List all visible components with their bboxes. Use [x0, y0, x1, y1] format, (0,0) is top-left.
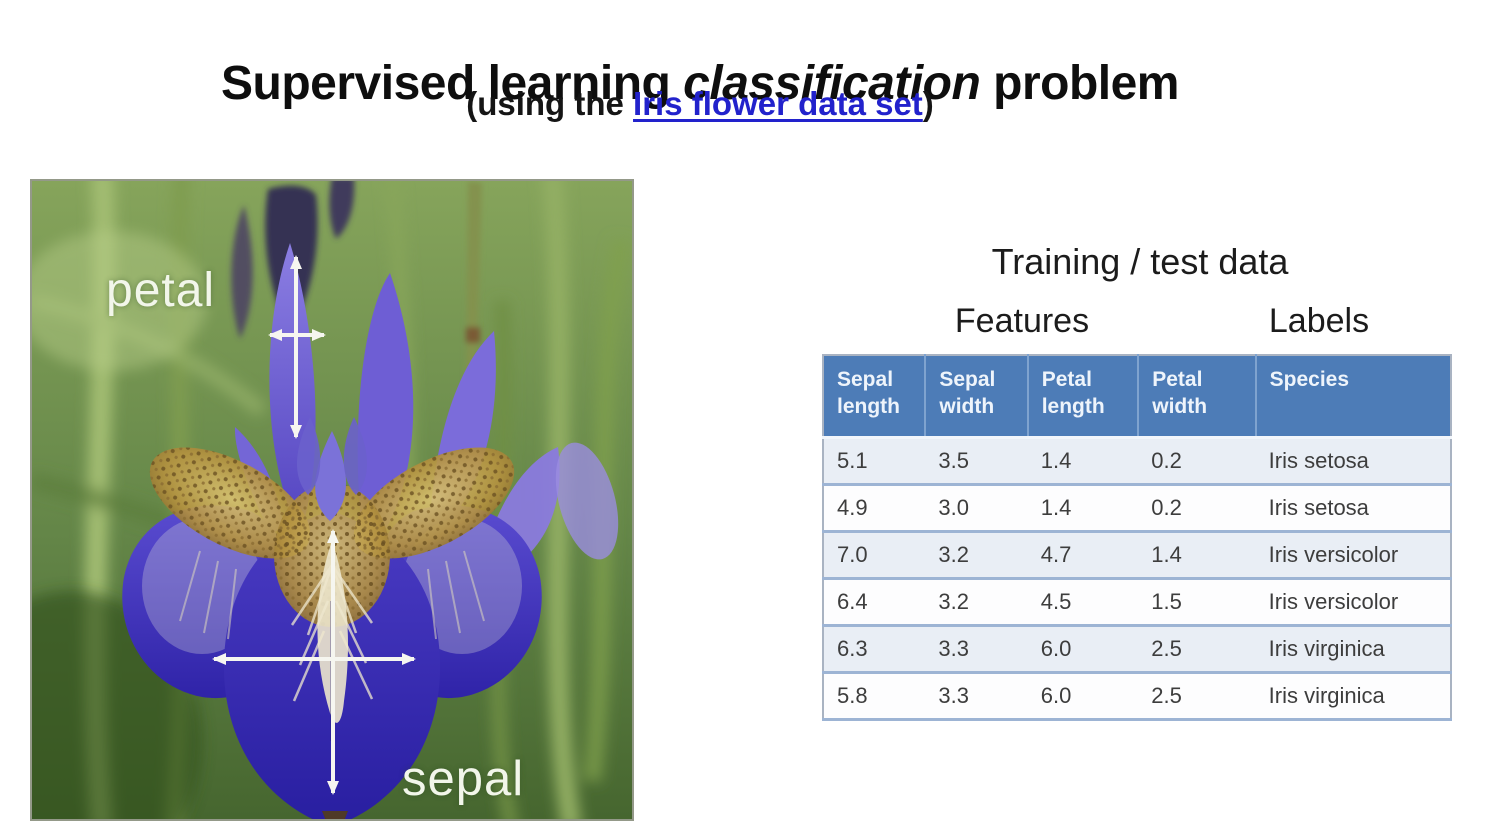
table-cell: 7.0: [837, 541, 868, 567]
table-row: 6.4 3.2 4.5 1.5 Iris versicolor: [823, 578, 1451, 625]
iris-dataset-link[interactable]: Iris flower data set: [633, 85, 923, 122]
table-cell: 0.2: [1151, 494, 1182, 520]
column-header: Sepal length: [823, 355, 926, 437]
table-row: 7.0 3.2 4.7 1.4 Iris versicolor: [823, 531, 1451, 578]
table-row: 5.1 3.5 1.4 0.2 Iris setosa: [823, 437, 1451, 484]
panel-heading: Training / test data: [991, 241, 1289, 282]
table-cell: 6.4: [837, 588, 868, 614]
table-cell: 1.4: [1151, 541, 1182, 567]
title-post: problem: [980, 57, 1179, 111]
features-label: Features: [954, 302, 1090, 340]
table-row: 5.8 3.3 6.0 2.5 Iris virginica: [823, 672, 1451, 719]
table-body: 5.1 3.5 1.4 0.2 Iris setosa 4.9 3.0 1.4 0.2 Iris …: [823, 437, 1451, 719]
labels-label: Labels: [1268, 302, 1370, 340]
iris-photo: petal sepal: [30, 179, 634, 821]
column-header: Petal length: [1026, 355, 1139, 437]
iris-photo-art: [32, 181, 632, 819]
column-header: Species: [1254, 355, 1451, 437]
column-header: Sepal width: [924, 355, 1028, 437]
table-cell: 6.0: [1040, 682, 1072, 708]
table-cell: 4.9: [837, 494, 868, 520]
title-pre: Supervised learning: [221, 57, 684, 111]
table-cell: 5.1: [837, 447, 868, 473]
table-cell: Iris virginica: [1268, 682, 1385, 708]
table-cell: 1.4: [1040, 447, 1072, 473]
title-emphasis: classification: [683, 57, 981, 111]
table-header-row: Sepal length Sepal width Petal length Petal…: [823, 355, 1451, 437]
table-cell: 1.4: [1040, 494, 1072, 520]
table-cell: Iris versicolor: [1268, 588, 1399, 614]
table-cell: 4.5: [1040, 588, 1072, 614]
table-cell: 3.3: [938, 682, 969, 708]
table-cell: 2.5: [1151, 635, 1182, 661]
iris-data-table: Sepal length Sepal width Petal length Petal…: [822, 354, 1452, 721]
table-cell: Iris setosa: [1268, 494, 1369, 520]
table-cell: 0.2: [1151, 447, 1182, 473]
table-row: 4.9 3.0 1.4 0.2 Iris setosa: [823, 484, 1451, 531]
table-cell: 4.7: [1040, 541, 1072, 567]
table-row: 6.3 3.3 6.0 2.5 Iris virginica: [823, 625, 1451, 672]
table-cell: 1.5: [1151, 588, 1182, 614]
table-cell: 5.8: [837, 682, 868, 708]
column-header: Petal width: [1137, 355, 1256, 437]
table-cell: 3.3: [938, 635, 969, 661]
petal-measure-arrows: [268, 255, 326, 439]
subtitle-post: ): [922, 85, 934, 122]
page-subtitle: (using the Iris flower data set): [0, 85, 1400, 123]
table-cell: Iris virginica: [1268, 635, 1385, 661]
table-cell: 2.5: [1151, 682, 1182, 708]
table-cell: Iris setosa: [1268, 447, 1369, 473]
sepal-measure-arrows: [212, 529, 416, 795]
sepal-annotation-label: sepal: [402, 752, 525, 806]
page-title: Supervised learning classification probl…: [0, 56, 1400, 111]
table-cell: 3.0: [938, 494, 969, 520]
table-cell: Iris versicolor: [1268, 541, 1399, 567]
subtitle-pre: (using the: [466, 85, 634, 122]
table-cell: 3.2: [938, 541, 969, 567]
table-cell: 6.0: [1040, 635, 1072, 661]
table-cell: 3.5: [938, 447, 969, 473]
table-cell: 6.3: [837, 635, 868, 661]
table-cell: 3.2: [938, 588, 969, 614]
petal-annotation-label: petal: [106, 264, 216, 317]
